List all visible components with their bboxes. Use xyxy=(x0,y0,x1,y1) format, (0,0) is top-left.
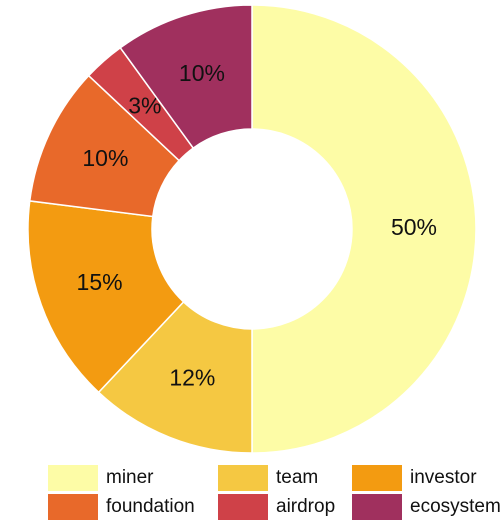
legend-swatch xyxy=(48,465,98,491)
legend-label: ecosystem xyxy=(410,496,501,517)
legend-swatch xyxy=(218,465,268,491)
data-label: 10% xyxy=(179,60,225,86)
legend-swatch xyxy=(352,465,402,491)
legend-swatch xyxy=(352,494,402,520)
legend-label: airdrop xyxy=(276,496,335,517)
data-label: 15% xyxy=(77,269,123,295)
legend-label: investor xyxy=(410,467,477,488)
donut-slice xyxy=(251,4,477,454)
legend-swatch xyxy=(218,494,268,520)
legend-label: team xyxy=(276,467,318,488)
legend-label: foundation xyxy=(106,496,195,517)
data-label: 10% xyxy=(82,145,128,171)
legend-label: miner xyxy=(106,467,154,488)
legend-swatch xyxy=(48,494,98,520)
donut-slice xyxy=(119,4,253,150)
data-label: 12% xyxy=(169,365,215,391)
donut-slice xyxy=(27,200,185,394)
data-label: 50% xyxy=(391,214,437,240)
